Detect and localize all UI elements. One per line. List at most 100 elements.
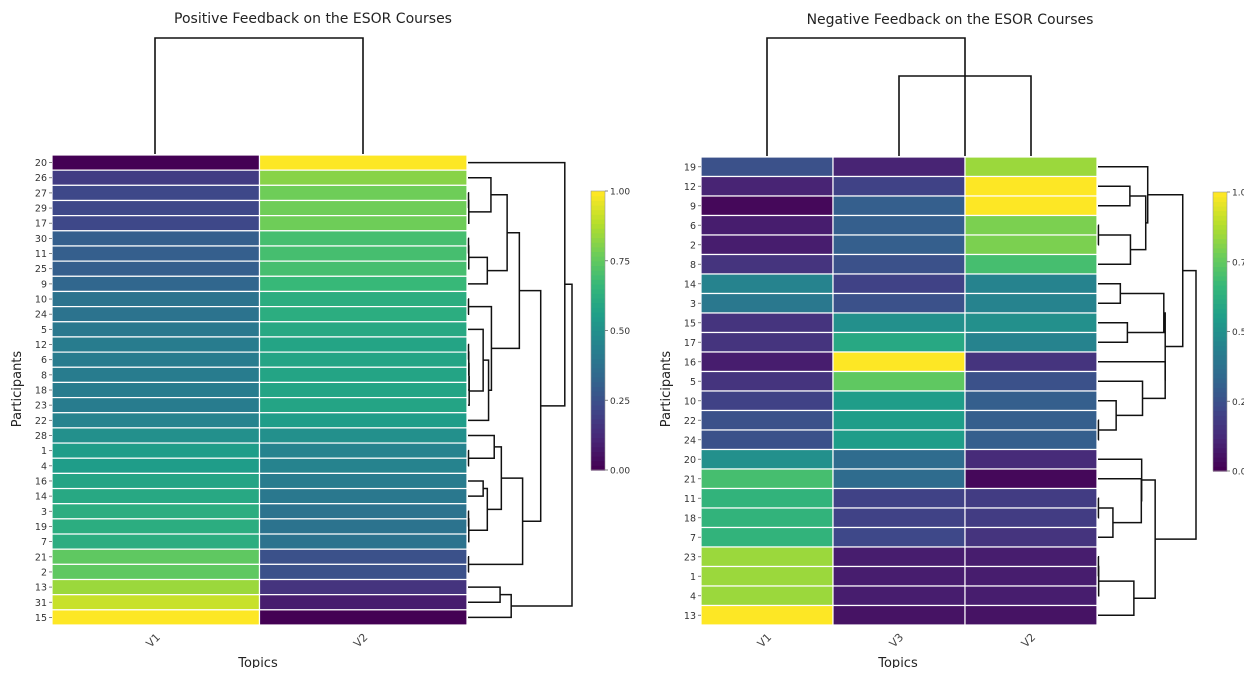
- colorbar-tick-label: 0.00: [610, 467, 630, 477]
- heatmap-cell: [833, 177, 965, 197]
- heatmap-cell: [701, 255, 833, 275]
- heatmap-cell: [701, 586, 833, 606]
- heatmap-cell: [701, 567, 833, 587]
- colorbar-segment: [1213, 197, 1227, 202]
- colorbar-segment: [591, 447, 605, 452]
- colorbar-segment: [1213, 341, 1227, 346]
- dendrogram-branch: [1098, 186, 1130, 206]
- heatmap-cell: [52, 155, 260, 170]
- heatmap-cell: [833, 430, 965, 450]
- colorbar-segment: [1213, 369, 1227, 374]
- heatmap-cell: [52, 564, 260, 579]
- heatmap-cell: [52, 443, 260, 458]
- heatmap-cell: [965, 372, 1097, 392]
- row-label: 11: [35, 249, 47, 260]
- heatmap-cell: [260, 458, 468, 473]
- colorbar-segment: [1213, 336, 1227, 341]
- heatmap-cell: [701, 450, 833, 470]
- colorbar-segment: [1213, 332, 1227, 337]
- heatmap-cell: [52, 337, 260, 352]
- heatmap-cell: [965, 333, 1097, 353]
- heatmap-cell: [833, 469, 965, 489]
- dendrogram-branch: [468, 435, 494, 458]
- colorbar-segment: [591, 200, 605, 205]
- dendrogram-branch: [1098, 381, 1143, 415]
- colorbar-segment: [591, 391, 605, 396]
- colorbar-segment: [591, 191, 605, 196]
- heatmap-cell: [833, 274, 965, 294]
- row-label: 19: [35, 522, 47, 533]
- row-label: 29: [35, 204, 47, 215]
- colorbar-segment: [591, 344, 605, 349]
- heatmap-cell: [260, 534, 468, 549]
- heatmap-cell: [52, 322, 260, 337]
- dendrogram-branch: [1098, 284, 1120, 304]
- heatmap-cell: [701, 333, 833, 353]
- colorbar-segment: [1213, 294, 1227, 299]
- heatmap-cell: [52, 595, 260, 610]
- colorbar-segment: [1213, 345, 1227, 350]
- dendrogram-branch: [469, 489, 488, 531]
- dendrogram-branch: [1098, 401, 1116, 430]
- heatmap-cell: [52, 519, 260, 534]
- colorbar-tick-label: 0.75: [610, 257, 630, 267]
- dendrogram-branch: [1098, 581, 1134, 615]
- colorbar-segment: [591, 363, 605, 368]
- heatmap-cell: [260, 291, 468, 306]
- colorbar-tick-label: 0.50: [610, 327, 630, 337]
- colorbar-segment: [1213, 350, 1227, 355]
- dendrogram-branch: [1098, 362, 1165, 399]
- heatmap-cell: [260, 473, 468, 488]
- heatmap-cell: [52, 200, 260, 215]
- dendrogram-branch: [468, 557, 469, 572]
- heatmap-cell: [965, 567, 1097, 587]
- colorbar-segment: [1213, 411, 1227, 416]
- heatmap-cell: [260, 185, 468, 200]
- column-dendrogram: [155, 38, 363, 154]
- colorbar-tick-label: 1.0: [1232, 189, 1244, 199]
- colorbar-segment: [1213, 271, 1227, 276]
- heatmap-cells: [52, 155, 467, 625]
- colorbar-segment: [1213, 206, 1227, 211]
- row-label: 15: [684, 318, 696, 329]
- colorbar-segment: [1213, 308, 1227, 313]
- heatmap-cell: [260, 428, 468, 443]
- colorbar-segment: [591, 233, 605, 238]
- heatmap-cell: [965, 411, 1097, 431]
- colorbar-segment: [591, 433, 605, 438]
- dendrogram-branch: [468, 451, 469, 466]
- heatmap-cell: [52, 610, 260, 625]
- heatmap-cell: [52, 504, 260, 519]
- colorbar-segment: [591, 321, 605, 326]
- y-axis-label: Participants: [10, 351, 25, 428]
- row-label: 12: [35, 340, 47, 351]
- heatmap-cell: [965, 274, 1097, 294]
- x-axis-label: Topics: [877, 656, 918, 668]
- row-label: 15: [35, 613, 47, 624]
- row-label: 24: [684, 435, 696, 446]
- dendrogram-branch: [767, 38, 965, 156]
- row-label: 8: [41, 370, 47, 381]
- row-label: 18: [35, 386, 47, 397]
- colorbar-segment: [1213, 355, 1227, 360]
- row-label: 7: [41, 537, 47, 548]
- heatmap-cell: [52, 261, 260, 276]
- heatmap-cell: [965, 606, 1097, 626]
- colorbar: 0.00.20.50.71.0: [1213, 189, 1244, 478]
- row-label: 28: [35, 431, 47, 442]
- colorbar-segment: [591, 224, 605, 229]
- row-label: 9: [690, 201, 696, 212]
- colorbar-segment: [591, 275, 605, 280]
- heatmap-cell: [52, 352, 260, 367]
- colorbar-segment: [591, 349, 605, 354]
- colorbar-segment: [591, 303, 605, 308]
- dendrogram-branch: [1098, 235, 1130, 264]
- heatmap-cell: [701, 469, 833, 489]
- heatmap-cell: [260, 398, 468, 413]
- heatmap-cell: [52, 170, 260, 185]
- heatmap-cell: [701, 489, 833, 509]
- colorbar-segment: [591, 377, 605, 382]
- heatmap-cell: [52, 307, 260, 322]
- heatmap-cell: [52, 291, 260, 306]
- heatmap-cell: [52, 489, 260, 504]
